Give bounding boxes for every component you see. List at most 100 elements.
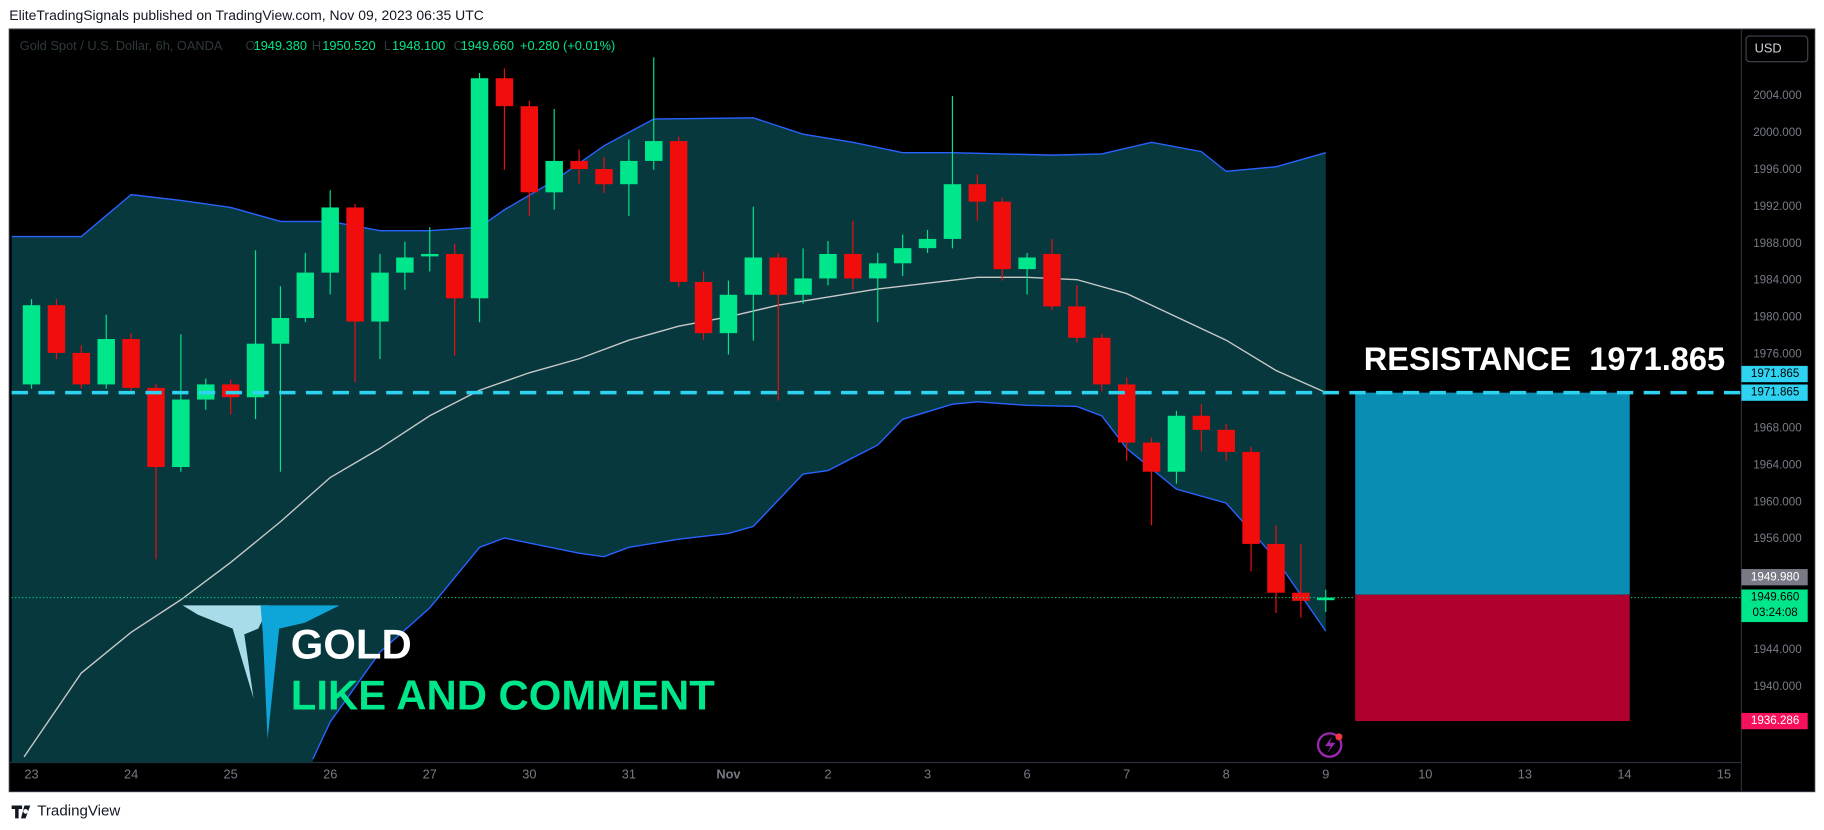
band-fill [11, 117, 1326, 763]
lightning-icon[interactable] [1316, 732, 1343, 758]
candle-body [869, 263, 887, 279]
candle-body [1068, 306, 1086, 338]
x-tick-label: 3 [924, 767, 931, 782]
x-tick-label: Nov [716, 767, 741, 782]
candle-body [1018, 257, 1036, 270]
currency-button[interactable] [1745, 35, 1809, 63]
candle-body [943, 184, 962, 239]
y-tick-label: 1976.000 [1753, 348, 1802, 361]
resistance-price-label: 1971.865 [1751, 367, 1799, 380]
candle-body [794, 278, 812, 295]
candle-body [1217, 429, 1235, 452]
y-tick-label: 1984.000 [1753, 274, 1802, 287]
candle-body [346, 207, 364, 322]
candle-body [1192, 415, 1211, 430]
candle-body [1043, 253, 1061, 307]
legend-change: +0.280 (+0.01%) [520, 38, 615, 53]
legend-value: 1948.100 [392, 38, 445, 53]
candle-body [719, 294, 738, 334]
target-zone [1355, 392, 1630, 595]
legend-title: Gold Spot / U.S. Dollar, 6h, OANDA [20, 38, 223, 53]
candle-body [72, 352, 91, 385]
candle-body [396, 257, 414, 273]
candle-body [147, 387, 165, 468]
entry-price-label-box [1741, 569, 1808, 586]
overlay-title: GOLD [291, 620, 412, 667]
legend-key: O [245, 38, 255, 53]
logo-right [260, 605, 340, 740]
candle-body [296, 272, 315, 319]
candle-body [1267, 543, 1285, 593]
y-tick-label: 1992.000 [1753, 200, 1802, 213]
last-price-label: 1949.660 [1751, 591, 1800, 604]
candle-body [122, 338, 140, 388]
publisher-line: EliteTradingSignals published on Trading… [9, 7, 484, 23]
x-tick-label: 6 [1024, 767, 1031, 782]
countdown-label: 03:24:08 [1753, 606, 1798, 619]
candle-body [694, 281, 713, 334]
candle-body [918, 238, 937, 249]
candle-body [1093, 337, 1111, 385]
candle-body [421, 253, 439, 257]
x-tick-label: 23 [24, 767, 38, 782]
candle-body [47, 305, 66, 353]
candle-body [595, 169, 613, 185]
y-tick-label: 1944.000 [1753, 643, 1802, 656]
candle-body [495, 78, 514, 107]
resistance-price-label-box [1741, 365, 1808, 383]
x-tick-label: 30 [522, 767, 536, 782]
entry-price-label: 1949.980 [1751, 570, 1800, 583]
x-tick-label: 26 [323, 767, 337, 782]
candle-body [321, 207, 339, 273]
legend-key: H [312, 38, 321, 53]
candle-body [97, 338, 115, 385]
candle-body [246, 343, 265, 398]
x-tick-label: 9 [1322, 767, 1329, 782]
candle-body [968, 184, 987, 202]
candle-body [1167, 415, 1186, 472]
y-tick-label: 1988.000 [1753, 237, 1802, 250]
tradingview-logo [11, 805, 31, 819]
stop-price-label: 1936.286 [1751, 714, 1799, 727]
lightning-bolt [1324, 736, 1336, 754]
bollinger-bands [11, 117, 1327, 763]
last-price-box [1741, 589, 1808, 623]
x-tick-label: 10 [1418, 767, 1432, 782]
candle-body [1117, 384, 1136, 443]
logo-left [182, 605, 270, 699]
candle-body [744, 257, 763, 295]
legend-value: 1949.660 [461, 38, 514, 53]
stop-price-label-box [1741, 712, 1808, 730]
legend-key: L [384, 38, 391, 53]
legend-key: C [454, 38, 463, 53]
candle-body [893, 248, 912, 264]
candle-body [1142, 442, 1161, 472]
overlay: GOLD LIKE AND COMMENT [182, 605, 1343, 758]
candle-body [844, 253, 862, 279]
legend-value: 1950.520 [322, 38, 375, 53]
candle-body [371, 272, 389, 322]
x-tick-label: 14 [1617, 767, 1631, 782]
y-tick-label: 1940.000 [1753, 680, 1802, 693]
x-tick-label: 13 [1518, 767, 1532, 782]
x-tick-label: 24 [124, 767, 138, 782]
candle-body [271, 318, 290, 344]
target-price-label-box [1741, 384, 1808, 401]
band-line [312, 401, 1327, 760]
y-tick-label: 1980.000 [1753, 311, 1802, 324]
x-tick-label: 27 [423, 767, 437, 782]
candle-body [470, 78, 489, 299]
x-tick-label: 7 [1123, 767, 1130, 782]
band-line [23, 276, 1327, 758]
candle-body [1242, 451, 1260, 544]
x-tick-label: 31 [622, 767, 636, 782]
notification-dot [1335, 733, 1343, 741]
candle-body [669, 141, 688, 282]
candle-body [769, 257, 787, 295]
candle-body [819, 253, 837, 279]
candle-body [172, 399, 190, 468]
candle-body [1317, 597, 1335, 601]
candle-body [620, 160, 638, 185]
y-tick-label: 2000.000 [1753, 126, 1802, 139]
